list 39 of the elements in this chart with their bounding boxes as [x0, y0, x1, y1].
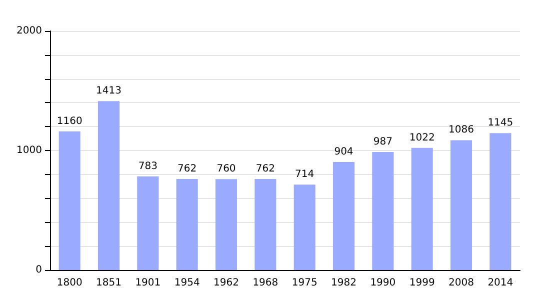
data-label: 1160 — [56, 116, 82, 127]
x-tick-label: 2008 — [448, 278, 474, 288]
bar — [176, 178, 198, 270]
data-label: 762 — [178, 163, 197, 174]
data-label: 783 — [138, 160, 158, 172]
bar — [411, 148, 433, 270]
x-tick-label: 1975 — [292, 278, 318, 288]
bar — [294, 184, 316, 270]
y-tick-label: 1000 — [16, 145, 42, 156]
data-label: 762 — [256, 163, 275, 174]
y-tick-label: 0 — [36, 264, 42, 276]
x-tick-label: 1968 — [252, 278, 278, 288]
x-tick-label: 1982 — [331, 278, 356, 288]
bar — [137, 176, 159, 270]
data-label: 1022 — [409, 132, 435, 144]
data-label: 904 — [334, 146, 354, 158]
bar — [254, 178, 276, 270]
bar — [372, 152, 394, 270]
data-label: 714 — [295, 169, 314, 180]
x-tick-label: 1851 — [96, 278, 122, 288]
data-label: 987 — [373, 136, 392, 148]
bar — [450, 140, 472, 270]
bar — [98, 101, 120, 270]
bar — [58, 131, 80, 270]
bar — [332, 162, 355, 270]
data-label: 760 — [216, 164, 236, 175]
x-tick-label: 1990 — [370, 278, 396, 288]
x-tick-label: 1962 — [214, 278, 239, 288]
data-label: 1086 — [448, 124, 474, 136]
y-tick-label: 2000 — [16, 26, 42, 36]
bar — [215, 179, 238, 270]
bar — [490, 133, 512, 270]
x-tick-label: 2014 — [488, 278, 514, 288]
data-label: 1413 — [96, 86, 122, 97]
data-label: 1145 — [488, 118, 514, 129]
x-tick-label: 1954 — [174, 278, 200, 288]
x-tick-label: 1800 — [56, 278, 82, 288]
x-tick-label: 1999 — [409, 278, 435, 288]
x-tick-label: 1901 — [135, 278, 161, 288]
